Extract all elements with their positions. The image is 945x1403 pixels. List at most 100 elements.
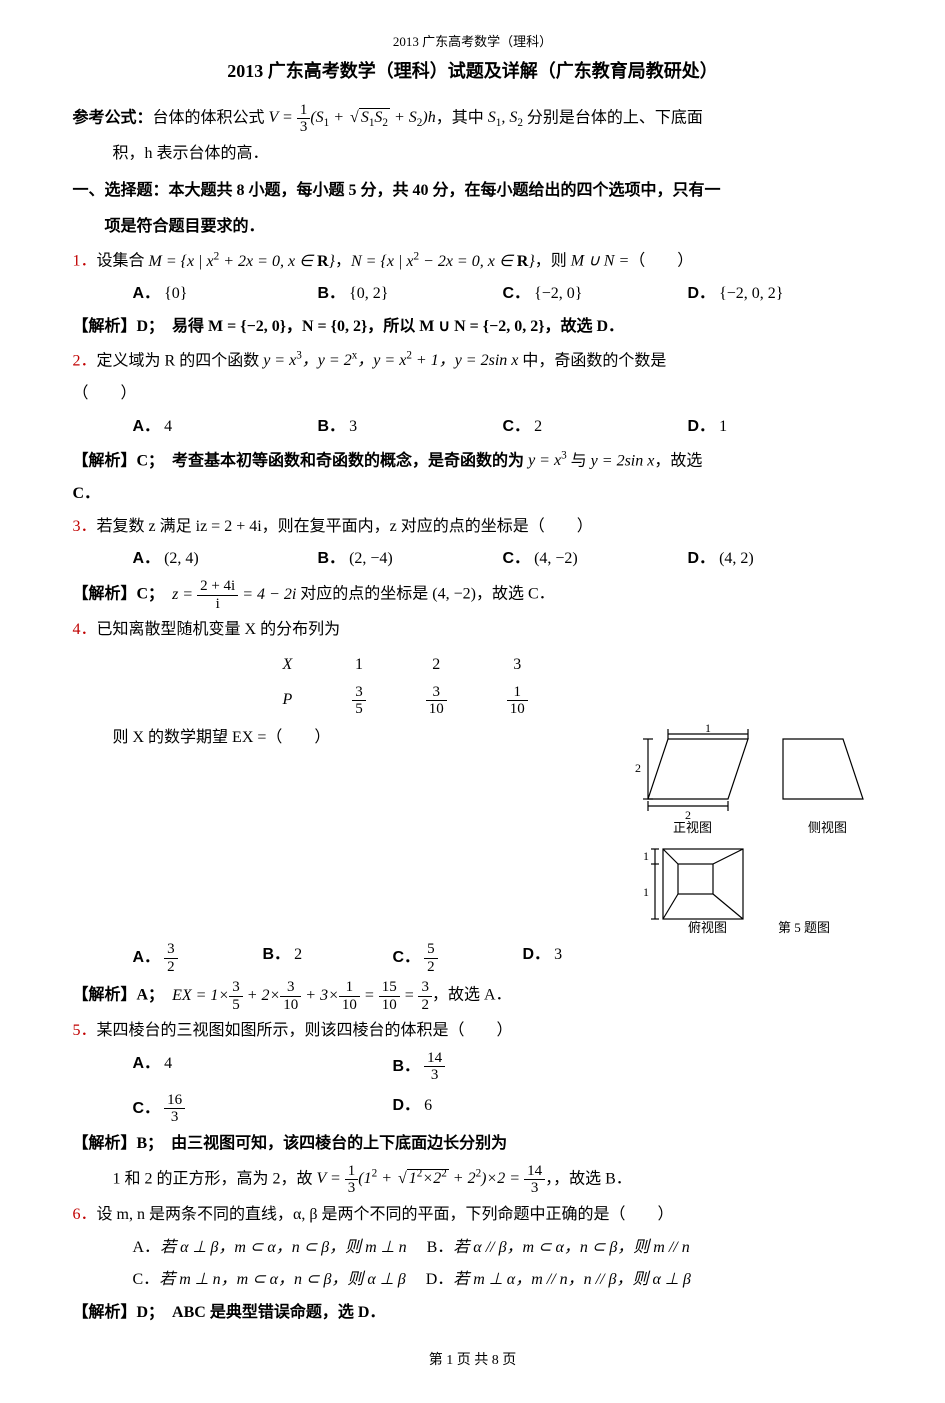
q2-opt-c-val: 2 xyxy=(534,418,542,435)
q1-text-b: ， xyxy=(335,253,351,270)
q1-opt-b: B．{0, 2} xyxy=(318,280,503,309)
q2-text-b: 中，奇函数的个数是 xyxy=(518,352,666,369)
q2-analysis-c: C． xyxy=(73,480,873,509)
q5-figure: 1 2 2 正视图 侧视图 1 1 俯视图 第 5 题图 xyxy=(613,724,873,941)
svg-text:俯视图: 俯视图 xyxy=(688,920,727,935)
q2-paren: （ ） xyxy=(73,380,873,409)
q1-opt-c: C．{−2, 0} xyxy=(503,280,688,309)
q6-opt-a-val: 若 α ⊥ β，m ⊂ α，n ⊂ β，则 m ⊥ n xyxy=(160,1239,407,1256)
q2-funcs: y = x3，y = 2x，y = x2 + 1，y = 2sin x xyxy=(263,352,518,369)
q4-opt-d-val: 3 xyxy=(554,946,562,963)
q2-analysis-math: y = x3 xyxy=(528,452,567,469)
svg-text:1: 1 xyxy=(643,885,649,899)
q1-opt-a-val: {0} xyxy=(164,285,187,302)
q1-opt-d-val: {−2, 0, 2} xyxy=(719,285,783,302)
q6-opt-c: C．若 m ⊥ n，m ⊂ α，n ⊂ β，则 α ⊥ β xyxy=(133,1271,406,1288)
q1-opt-a: A．{0} xyxy=(133,280,318,309)
q4-table-P: P xyxy=(253,682,323,720)
q2-analysis-a: 【解析】C； 考查基本初等函数和奇函数的概念，是奇函数的为 xyxy=(73,452,529,469)
q3-opt-b-val: (2, −4) xyxy=(349,550,393,567)
q3-analysis-a: 【解析】C； xyxy=(73,586,173,603)
q4-options: A．32 B．2 C．52 D．3 xyxy=(73,941,653,975)
q4-table-c2: 2 xyxy=(396,649,477,682)
q5-analysis-b-text: 1 和 2 的正方形，高为 2，故 xyxy=(113,1170,317,1187)
svg-text:1: 1 xyxy=(705,721,711,735)
q3-opt-c: C．(4, −2) xyxy=(503,545,688,574)
q5-opt-a-val: 4 xyxy=(164,1055,172,1072)
q6-analysis: 【解析】D； ABC 是典型错误命题，选 D． xyxy=(73,1299,873,1328)
svg-text:2: 2 xyxy=(635,761,641,775)
q4-number: 4． xyxy=(73,621,97,638)
q5-analysis-math: V = 13(12 + 12×22 + 22)×2 = 143 xyxy=(317,1170,546,1187)
q4-analysis-a: 【解析】A； xyxy=(73,987,173,1004)
q4-opt-d: D．3 xyxy=(523,941,653,975)
formula-label: 参考公式： xyxy=(73,109,153,126)
q1-union: M ∪ N = xyxy=(571,253,630,270)
q5-opt-d: D．6 xyxy=(393,1092,653,1126)
q6-opt-b: B．若 α // β，m ⊂ α，n ⊂ β，则 m // n xyxy=(427,1239,690,1256)
page-header-small: 2013 广东高考数学（理科） xyxy=(73,30,873,53)
q4-analysis-math: EX = 1×35 + 2×310 + 3×110 = 1510 = 32 xyxy=(172,987,432,1004)
q5-analysis-a-text: 【解析】B； 由三视图可知，该四棱台的上下底面边长分别为 xyxy=(73,1135,508,1152)
formula-text-b: ，其中 xyxy=(436,109,488,126)
section1-heading-b: 项是符合题目要求的． xyxy=(73,213,873,242)
svg-text:第 5 题图: 第 5 题图 xyxy=(778,920,830,935)
q6-opts-ab: A．若 α ⊥ β，m ⊂ α，n ⊂ β，则 m ⊥ n B．若 α // β… xyxy=(73,1234,873,1263)
q2-opt-c: C．2 xyxy=(503,413,688,442)
q1-options: A．{0} B．{0, 2} C．{−2, 0} D．{−2, 0, 2} xyxy=(73,280,873,309)
q2-opt-a-val: 4 xyxy=(164,418,172,435)
q4-analysis: 【解析】A； EX = 1×35 + 2×310 + 3×110 = 1510 … xyxy=(73,979,873,1013)
q2-analysis-c-text: C． xyxy=(73,485,101,502)
q6-text: 设 m, n 是两条不同的直线，α, β 是两个不同的平面，下列命题中正确的是（… xyxy=(97,1206,674,1223)
q4-table-p1: 35 xyxy=(322,682,396,720)
q5-text: 某四棱台的三视图如图所示，则该四棱台的体积是（ ） xyxy=(97,1022,513,1039)
q3-opt-c-val: (4, −2) xyxy=(534,550,578,567)
q1-text-c: ，则 xyxy=(535,253,571,270)
q4-opt-a: A．32 xyxy=(133,941,263,975)
q4-text: 已知离散型随机变量 X 的分布列为 xyxy=(97,621,341,638)
q1-paren: （ ） xyxy=(629,253,693,270)
formula-s1s2: S1, S2 xyxy=(488,109,523,126)
q5-opt-d-val: 6 xyxy=(424,1097,432,1114)
q5-analysis-c: ，，故选 B． xyxy=(545,1170,632,1187)
q3-analysis: 【解析】C； z = 2 + 4ii = 4 − 2i 对应的点的坐标是 (4,… xyxy=(73,578,873,612)
q5-options: A．4 B．143 C．163 D．6 xyxy=(73,1050,653,1126)
q3-opt-a: A．(2, 4) xyxy=(133,545,318,574)
formula-text-c: 分别是台体的上、下底面 xyxy=(523,109,703,126)
formula-expr: V = 13(S1 + S1S2 + S2)h xyxy=(269,109,436,126)
q4-opt-b-val: 2 xyxy=(294,946,302,963)
q4-table-row2: P 35 310 110 xyxy=(253,682,558,720)
q5-analysis-a: 【解析】B； 由三视图可知，该四棱台的上下底面边长分别为 xyxy=(73,1130,873,1159)
q4-analysis-b: ，故选 A． xyxy=(432,987,512,1004)
q1-opt-c-val: {−2, 0} xyxy=(534,285,582,302)
q6-number: 6． xyxy=(73,1206,97,1223)
q2-stem: 2．定义域为 R 的四个函数 y = x3，y = 2x，y = x2 + 1，… xyxy=(73,346,873,376)
section1-heading-a: 一、选择题：本大题共 8 小题，每小题 5 分，共 40 分，在每小题给出的四个… xyxy=(73,177,873,206)
q6-opt-d: D．若 m ⊥ α，m // n，n // β，则 α ⊥ β xyxy=(426,1271,691,1288)
q4-opt-b: B．2 xyxy=(263,941,393,975)
formula-line1: 参考公式：台体的体积公式 V = 13(S1 + S1S2 + S2)h，其中 … xyxy=(73,102,873,136)
q3-text: 若复数 z 满足 iz = 2 + 4i，则在复平面内，z 对应的点的坐标是（ … xyxy=(97,518,593,535)
q1-analysis: 【解析】D； 易得 M = {−2, 0}，N = {0, 2}，所以 M ∪ … xyxy=(73,313,873,342)
q5-opt-c: C．163 xyxy=(133,1092,393,1126)
formula-text-a: 台体的体积公式 xyxy=(153,109,269,126)
q4-table-c1: 1 xyxy=(322,649,396,682)
q3-options: A．(2, 4) B．(2, −4) C．(4, −2) D．(4, 2) xyxy=(73,545,873,574)
svg-text:正视图: 正视图 xyxy=(673,820,712,835)
q1-text-a: 设集合 xyxy=(97,253,149,270)
q3-opt-d-val: (4, 2) xyxy=(719,550,754,567)
q2-opt-a: A．4 xyxy=(133,413,318,442)
q3-opt-d: D．(4, 2) xyxy=(688,545,873,574)
q4-opt-c: C．52 xyxy=(393,941,523,975)
q4-table-row1: X 1 2 3 xyxy=(253,649,558,682)
q2-analysis-b: ，故选 xyxy=(654,452,702,469)
q3-number: 3． xyxy=(73,518,97,535)
q2-number: 2． xyxy=(73,352,97,369)
q2-opt-b: B．3 xyxy=(318,413,503,442)
q3-stem: 3．若复数 z 满足 iz = 2 + 4i，则在复平面内，z 对应的点的坐标是… xyxy=(73,513,873,542)
page-title: 2013 广东高考数学（理科）试题及详解（广东教育局教研处） xyxy=(73,55,873,87)
q1-stem: 1．设集合 M = {x | x2 + 2x = 0, x ∈ R}，N = {… xyxy=(73,246,873,276)
q1-number: 1． xyxy=(73,253,97,270)
q1-N: N = {x | x2 − 2x = 0, x ∈ R} xyxy=(351,253,535,270)
q3-opt-a-val: (2, 4) xyxy=(164,550,199,567)
